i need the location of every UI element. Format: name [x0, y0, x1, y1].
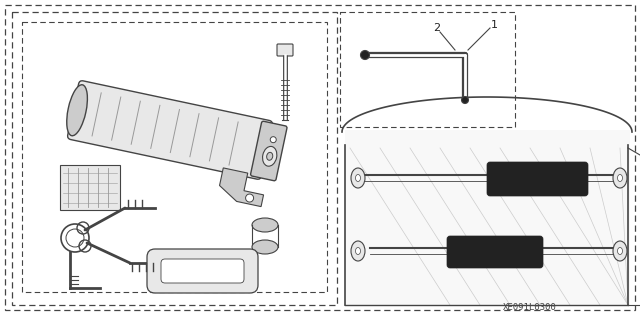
Ellipse shape: [618, 248, 623, 255]
FancyBboxPatch shape: [147, 249, 258, 293]
Ellipse shape: [270, 137, 276, 143]
Text: XE091L0300: XE091L0300: [503, 303, 557, 313]
Ellipse shape: [613, 168, 627, 188]
Bar: [12, 12, 337, 305]
Ellipse shape: [360, 50, 369, 60]
Ellipse shape: [355, 174, 360, 182]
Ellipse shape: [355, 248, 360, 255]
Ellipse shape: [252, 240, 278, 254]
Ellipse shape: [351, 168, 365, 188]
Ellipse shape: [262, 146, 277, 166]
FancyBboxPatch shape: [161, 259, 244, 283]
Polygon shape: [345, 130, 630, 305]
Ellipse shape: [351, 241, 365, 261]
FancyBboxPatch shape: [277, 44, 293, 56]
Ellipse shape: [618, 174, 623, 182]
Bar: [22, 22, 327, 292]
Ellipse shape: [246, 194, 253, 202]
FancyBboxPatch shape: [68, 81, 273, 179]
Bar: [340, 12, 515, 127]
Ellipse shape: [67, 85, 88, 136]
Ellipse shape: [613, 241, 627, 261]
FancyBboxPatch shape: [251, 121, 287, 181]
Bar: [60, 165, 120, 210]
Polygon shape: [220, 168, 264, 207]
Ellipse shape: [461, 97, 468, 103]
Ellipse shape: [267, 152, 273, 160]
Text: 2: 2: [433, 23, 440, 33]
Ellipse shape: [252, 218, 278, 232]
Text: 1: 1: [490, 20, 497, 30]
FancyBboxPatch shape: [487, 162, 588, 196]
FancyBboxPatch shape: [447, 236, 543, 268]
